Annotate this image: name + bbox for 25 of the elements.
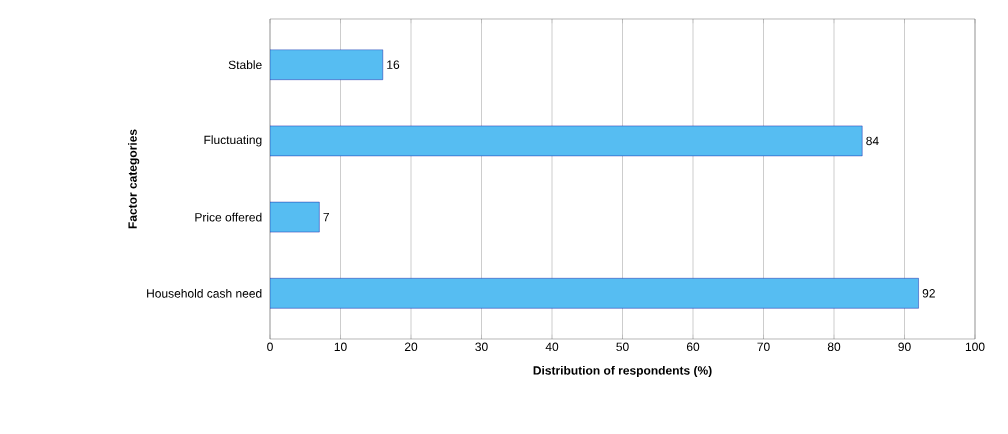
bar [270,201,320,233]
bar [270,125,863,157]
y-axis-title: Factor categories [128,129,140,229]
x-tick-label: 30 [475,342,488,352]
data-label: 7 [323,212,329,222]
y-tick-label: Household cash need [147,288,262,298]
y-tick-label: Fluctuating [204,135,262,147]
x-tick-label: 0 [267,342,273,352]
x-tick-label: 50 [616,342,629,352]
x-axis-title: Distribution of respondents (%) [533,365,712,378]
x-tick-label: 20 [404,342,418,352]
data-label: 16 [387,60,400,69]
data-label: 84 [866,136,879,146]
x-tick-label: 60 [686,342,700,352]
x-tick-label: 70 [757,342,770,352]
bar [270,278,919,309]
x-tick-label: 40 [545,342,559,352]
x-tick-label: 100 [965,342,985,352]
x-tick-label: 80 [827,342,841,352]
y-tick-label: Stable [228,60,262,70]
x-tick-label: 90 [898,342,911,352]
x-tick-label: 10 [334,342,347,352]
y-tick-label: Price offered [195,212,262,222]
bar [270,49,383,80]
data-label: 92 [922,289,935,298]
